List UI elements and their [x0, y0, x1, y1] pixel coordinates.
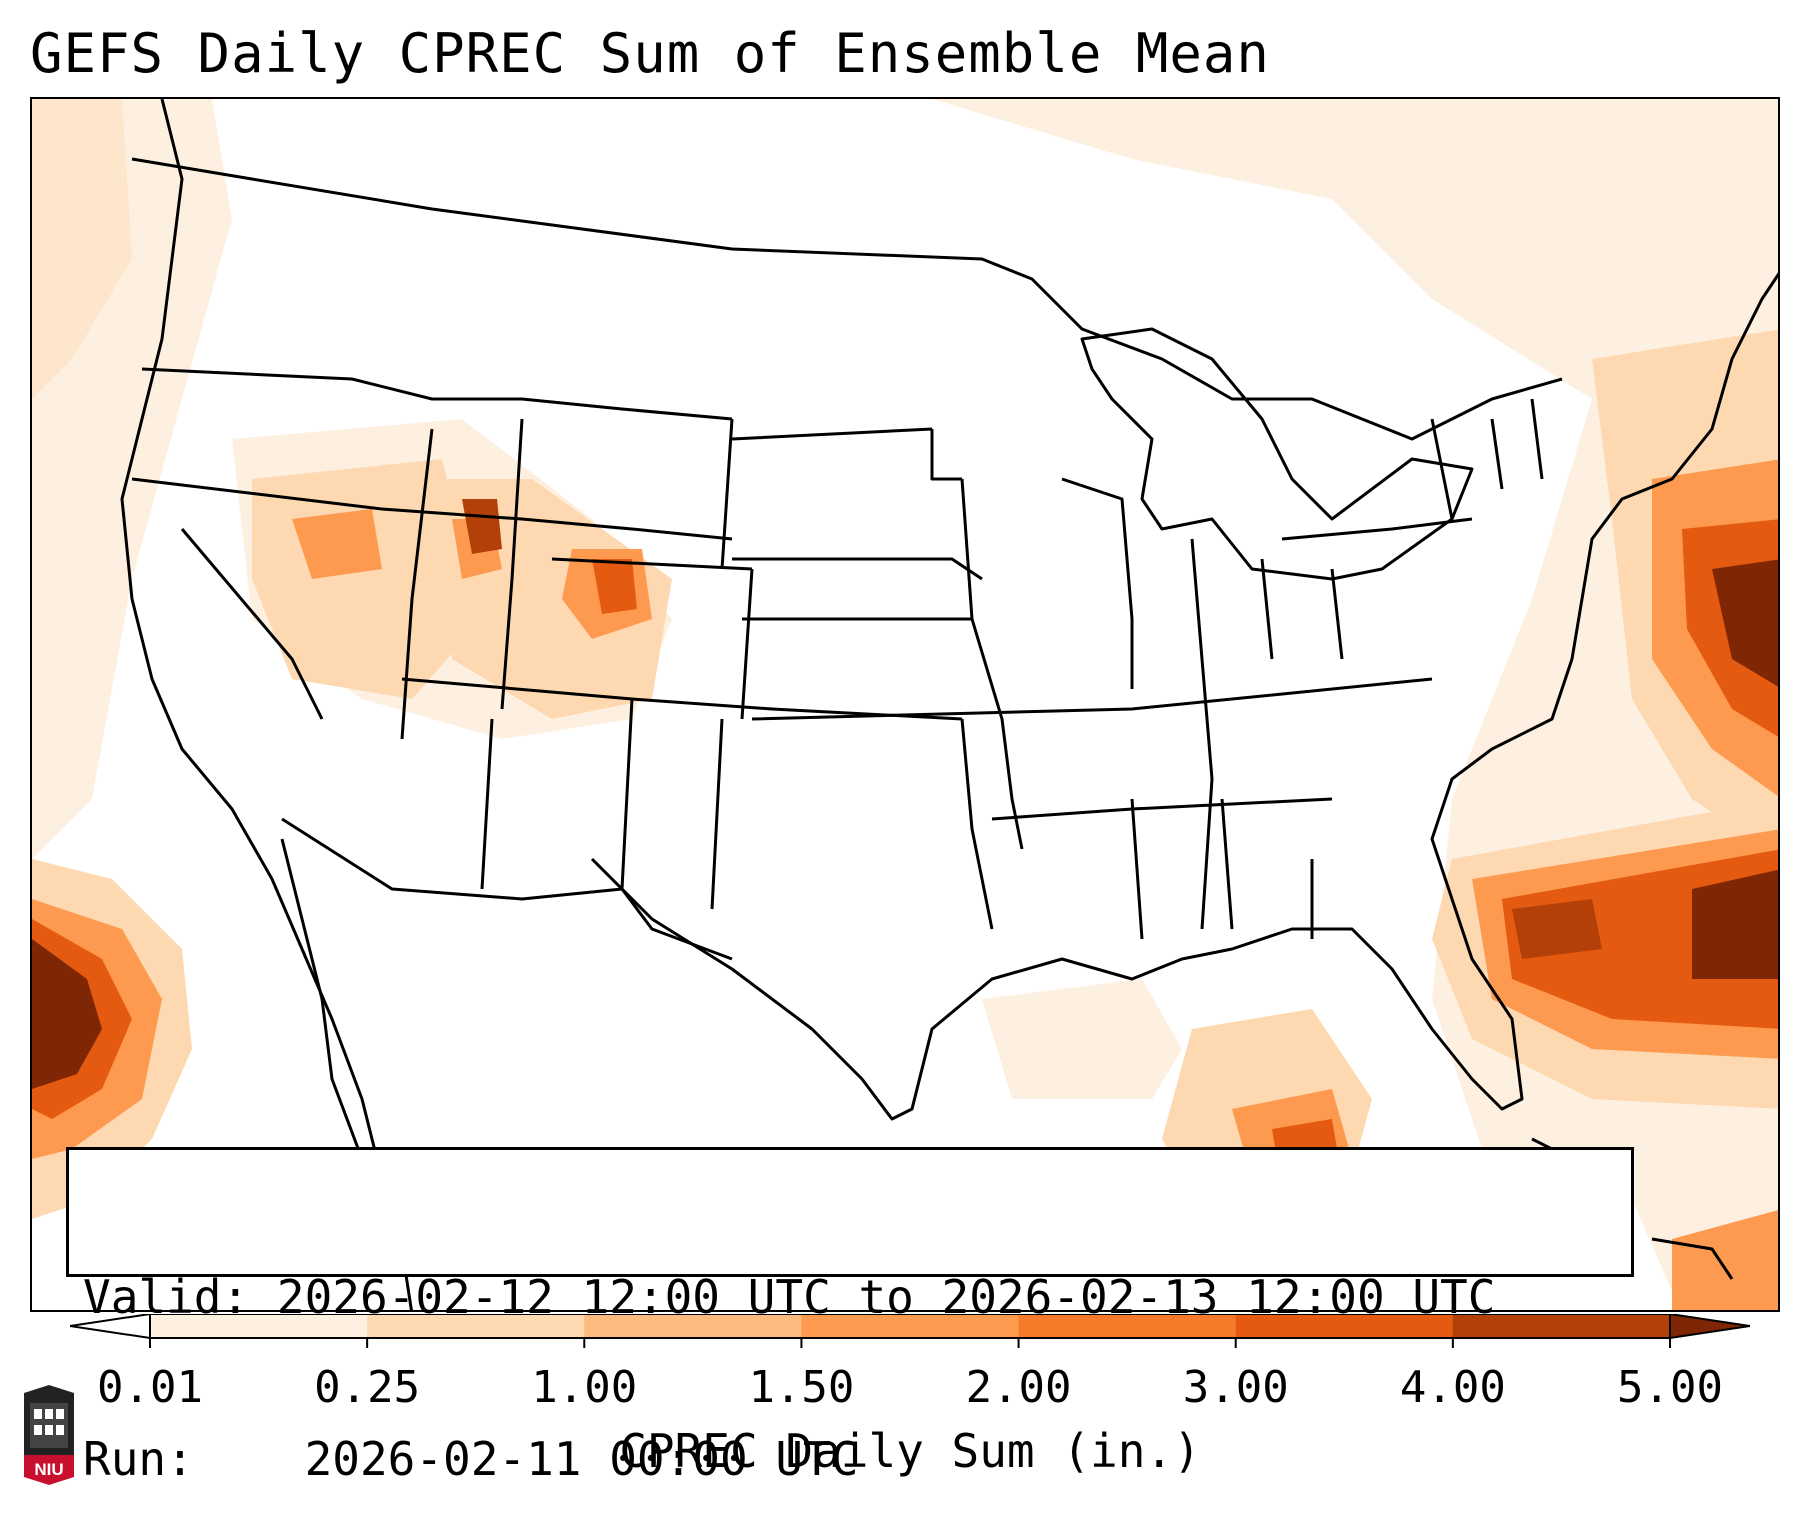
colorbar-segment	[367, 1314, 585, 1338]
colorbar-tick-label: 5.00	[1617, 1362, 1723, 1413]
map-panel[interactable]	[30, 97, 1780, 1312]
colorbar-outline	[149, 1314, 1671, 1339]
mexico-border	[281, 817, 733, 961]
colorbar-segment	[584, 1314, 802, 1338]
colorbar-segment	[1018, 1314, 1237, 1338]
state-lines-west	[131, 367, 963, 910]
colorbar-tick-label: 4.00	[1399, 1362, 1506, 1413]
precip-shading	[32, 99, 1778, 1310]
colorbar-ticks	[149, 1338, 1671, 1348]
valid-run-info-box: Valid: 2026-02-12 12:00 UTC to 2026-02-1…	[66, 1147, 1634, 1486]
svg-text:NIU: NIU	[34, 1460, 63, 1479]
gulf-coast	[590, 857, 1524, 1121]
colorbar-tick-label: 0.01	[97, 1362, 203, 1413]
colorbar-under-arrow	[70, 1314, 151, 1340]
run-value: 2026-02-11 00:00 UTC	[304, 1432, 859, 1486]
colorbar-segment	[801, 1314, 1020, 1338]
run-label: Run:	[83, 1432, 194, 1486]
map-title: GEFS Daily CPREC Sum of Ensemble Mean	[30, 22, 1270, 85]
colorbar-tick-label: 2.00	[965, 1362, 1072, 1413]
colorbar-tick-label: 0.25	[314, 1362, 421, 1413]
colorbar-segments	[150, 1314, 1671, 1338]
canada-border	[131, 157, 1563, 441]
colorbar-tick-label: 1.00	[531, 1362, 638, 1413]
colorbar-tick-label: 3.00	[1182, 1362, 1289, 1413]
state-lines-central	[731, 398, 1544, 940]
west-coast	[120, 99, 413, 1310]
colorbar-segment	[1235, 1314, 1454, 1338]
baja-coast	[280, 838, 364, 1160]
niu-logo[interactable]: NIU	[20, 1385, 78, 1485]
boundaries	[120, 99, 1778, 1310]
colorbar-segment	[150, 1314, 368, 1338]
colorbar-tick-label: 1.50	[748, 1362, 855, 1413]
colorbar-over-arrow	[1669, 1314, 1750, 1340]
colorbar-title: CPREC Daily Sum (in.)	[619, 1424, 1201, 1478]
colorbar	[70, 1314, 1750, 1348]
run-row: Run: 2026-02-11 00:00 UTC	[83, 1432, 1617, 1486]
east-coast	[1430, 272, 1778, 900]
great-lakes	[1080, 327, 1474, 581]
precip-map	[32, 99, 1778, 1310]
colorbar-segment	[1452, 1314, 1671, 1338]
